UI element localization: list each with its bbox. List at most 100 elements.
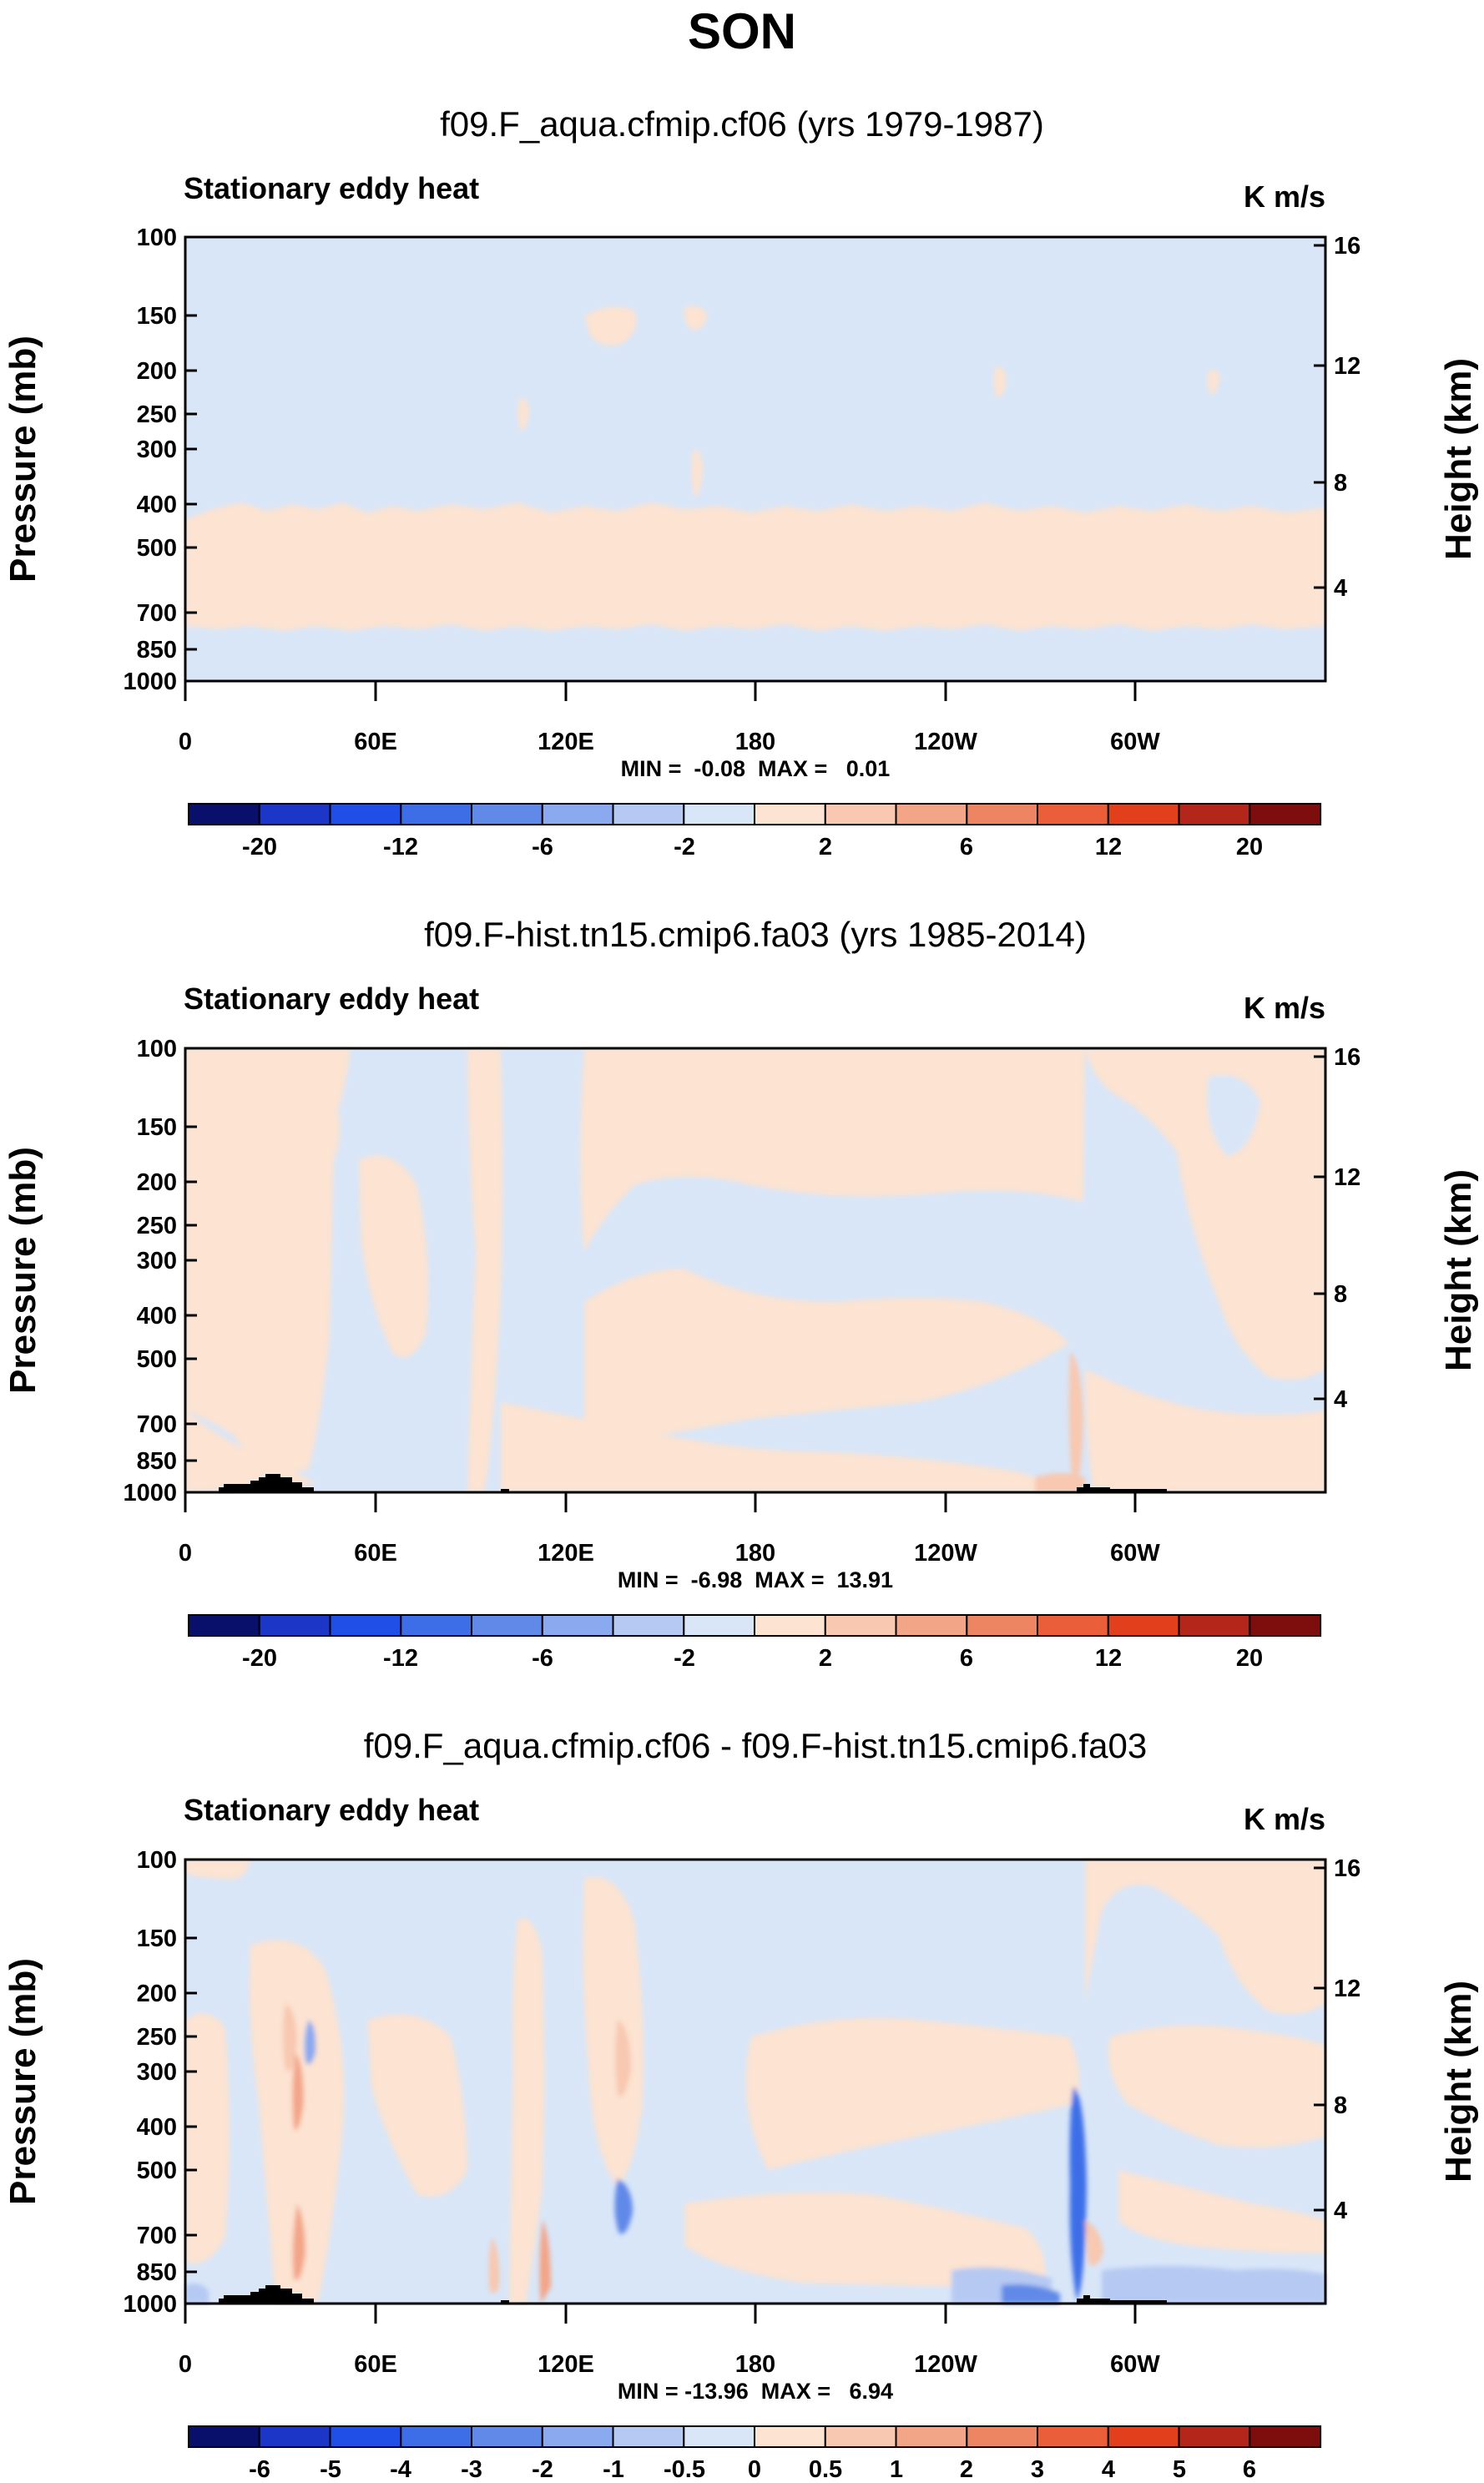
panel-3-colorbar-label: -1 [603, 2456, 624, 2483]
panel-2-colorbar-label: -2 [674, 1645, 695, 1672]
panel-3-xtick-label: 120W [914, 2351, 977, 2378]
panel-3-positive-region [583, 1876, 644, 2187]
panel-3-positive-region [509, 1918, 545, 2304]
colorbar-swatch [541, 1614, 614, 1637]
panel-2-ytick-label: 200 [137, 1169, 177, 1196]
panel-2-xtick-label: 120E [538, 1540, 594, 1567]
colorbar-swatch [188, 803, 260, 825]
panel-3-colorbar-label: -6 [249, 2456, 270, 2483]
panel-2-ytick-label: 400 [137, 1303, 177, 1330]
colorbar-swatch [1037, 803, 1109, 825]
colorbar-swatch [683, 1614, 756, 1637]
panel-3-positive-region [185, 2013, 230, 2263]
colorbar-swatch [1178, 803, 1251, 825]
panel-2-colorbar: -20 -12 -6 -2 2 6 12 20 [188, 1614, 1322, 1672]
panel-3-right-ticks: 16 12 8 4 [1314, 1855, 1360, 2224]
panel-2-xtick-label: 0 [179, 1540, 192, 1567]
panel-3-positive-region [1085, 1860, 1325, 2015]
panel-3-positive-core [615, 2020, 631, 2097]
colorbar-swatch [895, 1614, 968, 1637]
panel-2-rtick-label: 4 [1334, 1386, 1347, 1413]
panel-2-title: f09.F-hist.tn15.cmip6.fa03 (yrs 1985-201… [424, 915, 1087, 954]
panel-3-colorbar-boxes [188, 2425, 1322, 2448]
colorbar-swatch [258, 803, 331, 825]
colorbar-swatch [400, 2425, 473, 2448]
panel-3-rtick-label: 4 [1334, 2198, 1347, 2224]
colorbar-swatch [400, 803, 473, 825]
panel-1-ytick-label: 100 [137, 225, 177, 251]
panel-3-negative-core [1069, 2087, 1087, 2300]
panel-2-positive-region [1085, 1048, 1325, 1380]
panel-3-xtick-label: 120E [538, 2351, 594, 2378]
panel-3-ytick-label: 700 [137, 2223, 177, 2249]
colorbar-swatch [1107, 803, 1180, 825]
panel-3-positive-core [292, 2203, 305, 2280]
panel-3-ytick-label: 850 [137, 2259, 177, 2286]
panel-3-colorbar: -6 -5 -4 -3 -2 -1 -0.5 0 0.5 1 2 3 4 5 6 [188, 2425, 1322, 2483]
panel-3-ylabel: Pressure (mb) [3, 1958, 43, 2205]
panel-3-colorbar-label: -3 [461, 2456, 482, 2483]
panel-1-xtick-label: 60W [1110, 729, 1160, 755]
colorbar-swatch [1107, 1614, 1180, 1637]
colorbar-swatch [471, 1614, 543, 1637]
panel-1-ytick-label: 500 [137, 535, 177, 562]
colorbar-swatch [966, 1614, 1039, 1637]
panel-1-xtick-label: 60E [354, 729, 397, 755]
panel-1-ytick-label: 300 [137, 437, 177, 463]
panel-1-ytick-label: 700 [137, 600, 177, 627]
colorbar-swatch [966, 803, 1039, 825]
panel-2-positive-region [467, 1048, 503, 1492]
colorbar-swatch [541, 803, 614, 825]
panel-1-xtick-label: 180 [735, 729, 775, 755]
colorbar-swatch [683, 2425, 756, 2448]
panel-1-colorbar-boxes [188, 803, 1322, 825]
panel-2-rtick-label: 12 [1334, 1164, 1360, 1191]
panel-2-positive-region [359, 1155, 429, 1358]
panel-1-colorbar-label: -12 [383, 834, 418, 860]
panel-3-colorbar-label: 6 [1243, 2456, 1256, 2483]
panel-3-colorbar-label: 2 [960, 2456, 973, 2483]
panel-1-upper-patch [684, 305, 708, 331]
panel-3-colorbar-label: 5 [1173, 2456, 1186, 2483]
panel-2-ytick-label: 850 [137, 1448, 177, 1475]
panel-1-upper-patch [584, 306, 637, 346]
panel-3-topography [219, 2285, 314, 2304]
panel-3-positive-region [1108, 2025, 1325, 2148]
panel-1-ytick-label: 1000 [123, 669, 177, 695]
colorbar-swatch [895, 803, 968, 825]
panel-3-rtick-label: 8 [1334, 2092, 1347, 2119]
colorbar-swatch [541, 2425, 614, 2448]
panel-3-ytick-label: 400 [137, 2114, 177, 2141]
panel-2-ytick-label: 1000 [123, 1480, 177, 1506]
panel-2-positive-region [185, 1048, 351, 1477]
panel-1-upper-patch [691, 449, 703, 497]
colorbar-swatch [895, 2425, 968, 2448]
panel-2-positive-region [1085, 1369, 1325, 1492]
colorbar-swatch [329, 1614, 402, 1637]
panel-1-right-ticks: 16 12 8 4 [1314, 233, 1360, 602]
panel-3-colorbar-label: 0.5 [809, 2456, 842, 2483]
colorbar-swatch [400, 1614, 473, 1637]
colorbar-swatch [1178, 2425, 1251, 2448]
panel-3-negative-core [1002, 2284, 1060, 2304]
colorbar-swatch [1249, 2425, 1322, 2448]
panel-1-ylabel: Pressure (mb) [3, 336, 43, 583]
panel-2-ytick-label: 500 [137, 1346, 177, 1373]
panel-2-colorbar-label: -6 [532, 1645, 553, 1672]
panel-2-colorbar-label: -20 [242, 1645, 277, 1672]
colorbar-swatch [188, 1614, 260, 1637]
panel-1-title: f09.F_aqua.cfmip.cf06 (yrs 1979-1987) [440, 104, 1044, 144]
panel-1-colorbar-label: 6 [960, 834, 973, 860]
panel-3-ytick-label: 300 [137, 2059, 177, 2086]
panel-3-colorbar-label: 4 [1102, 2456, 1115, 2483]
panel-2: f09.F-hist.tn15.cmip6.fa03 (yrs 1985-201… [3, 915, 1479, 1672]
panel-2-topography [219, 1474, 314, 1492]
panel-1-ylabel-right: Height (km) [1438, 358, 1479, 560]
panel-2-ylabel: Pressure (mb) [3, 1147, 43, 1394]
colorbar-swatch [1037, 2425, 1109, 2448]
panel-1-colorbar-label: -6 [532, 834, 553, 860]
panel-3-positive-core [283, 2003, 297, 2072]
panel-3-negative-core [304, 2020, 316, 2065]
panel-2-xtick-label: 60E [354, 1540, 397, 1567]
